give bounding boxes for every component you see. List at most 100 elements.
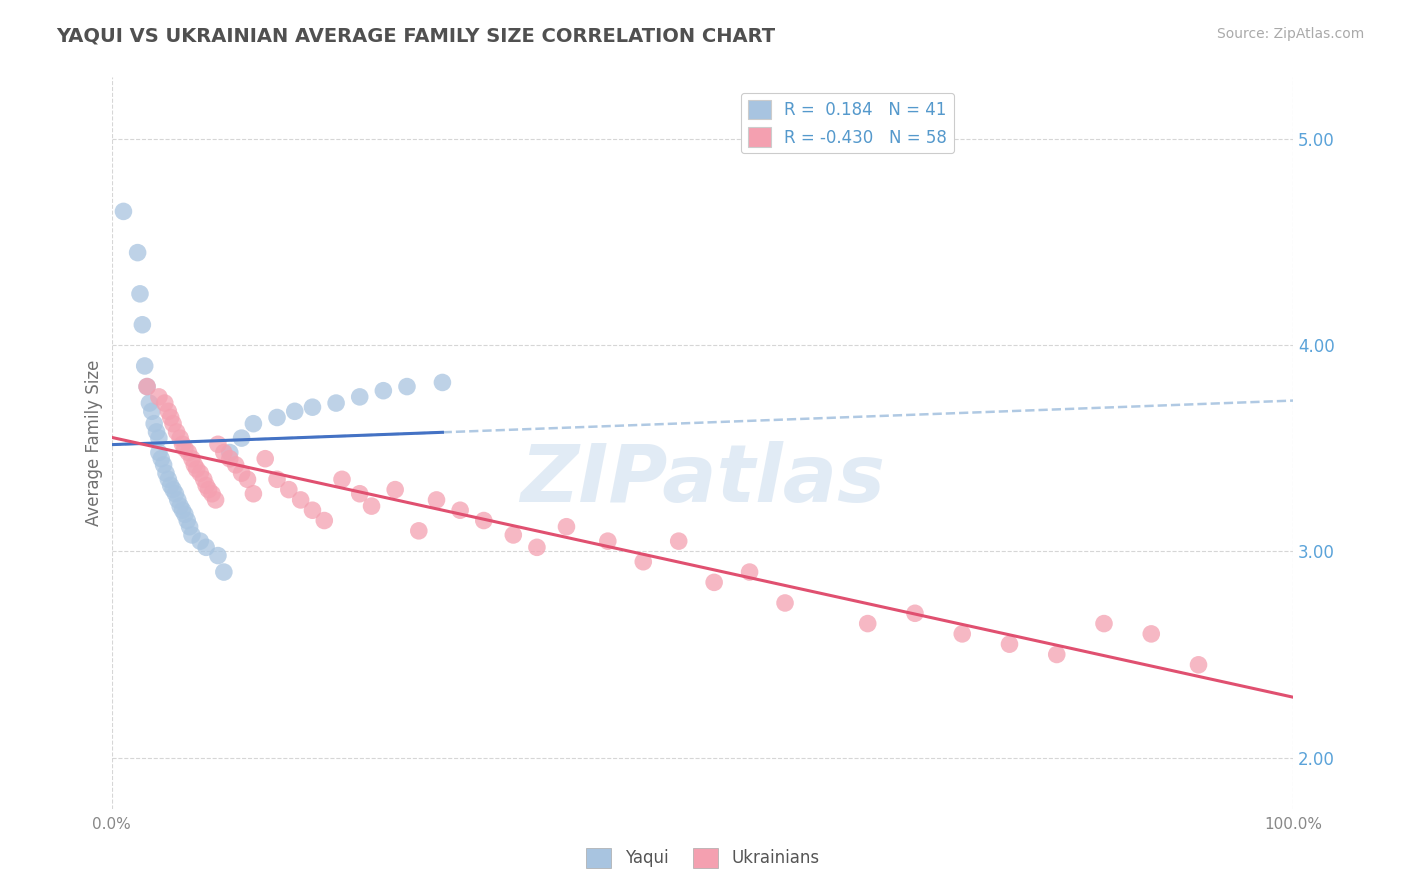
Point [349,487,371,501]
Point [153,396,176,410]
Point [134,359,156,373]
Point [112,204,135,219]
Point [162,483,184,497]
Point [277,483,299,497]
Point [172,503,194,517]
Point [1046,648,1069,662]
Point [157,472,180,486]
Point [330,472,353,486]
Point [212,445,235,459]
Point [152,458,174,472]
Y-axis label: Average Family Size: Average Family Size [86,360,103,526]
Point [225,458,247,472]
Point [284,404,307,418]
Point [290,492,312,507]
Point [141,404,163,418]
Point [169,431,191,445]
Point [998,637,1021,651]
Point [950,627,973,641]
Point [145,425,167,439]
Point [129,286,152,301]
Point [231,431,253,445]
Point [186,462,208,476]
Point [395,379,418,393]
Point [266,410,288,425]
Point [360,499,382,513]
Point [1187,657,1209,672]
Point [668,534,690,549]
Point [127,245,149,260]
Point [231,466,253,480]
Point [856,616,879,631]
Point [773,596,796,610]
Point [136,379,159,393]
Point [301,503,323,517]
Point [555,519,578,533]
Point [596,534,619,549]
Point [176,514,198,528]
Text: Source: ZipAtlas.com: Source: ZipAtlas.com [1216,27,1364,41]
Point [166,425,188,439]
Point [148,445,170,459]
Point [201,487,224,501]
Point [526,541,548,555]
Point [207,549,229,563]
Point [148,390,170,404]
Point [173,508,195,522]
Point [193,472,215,486]
Point [188,534,211,549]
Point [181,528,204,542]
Point [314,514,336,528]
Point [349,390,371,404]
Point [904,607,927,621]
Point [181,451,204,466]
Point [148,431,170,445]
Point [177,445,200,459]
Point [325,396,347,410]
Point [157,404,180,418]
Point [188,466,211,480]
Point [179,519,201,533]
Point [155,466,177,480]
Point [472,514,495,528]
Point [633,555,655,569]
Point [212,565,235,579]
Point [1092,616,1115,631]
Point [1140,627,1163,641]
Point [254,451,277,466]
Point [204,492,226,507]
Point [138,396,160,410]
Point [266,472,288,486]
Point [502,528,524,542]
Point [373,384,395,398]
Point [173,442,195,456]
Point [165,487,187,501]
Point [136,379,159,393]
Point [166,492,188,507]
Point [195,541,218,555]
Text: YAQUI VS UKRAINIAN AVERAGE FAMILY SIZE CORRELATION CHART: YAQUI VS UKRAINIAN AVERAGE FAMILY SIZE C… [56,27,775,45]
Point [425,492,447,507]
Point [159,410,181,425]
Point [738,565,761,579]
Point [242,487,264,501]
Point [432,376,454,390]
Point [197,483,219,497]
Point [172,437,194,451]
Point [195,478,218,492]
Legend: R =  0.184   N = 41, R = -0.430   N = 58: R = 0.184 N = 41, R = -0.430 N = 58 [741,93,953,153]
Point [143,417,166,431]
Point [169,499,191,513]
Point [159,478,181,492]
Point [703,575,725,590]
Point [150,451,173,466]
Text: ZIPatlas: ZIPatlas [520,441,884,519]
Point [183,458,205,472]
Point [384,483,406,497]
Point [236,472,259,486]
Point [218,445,240,459]
Point [242,417,264,431]
Point [301,400,323,414]
Point [162,417,184,431]
Point [131,318,153,332]
